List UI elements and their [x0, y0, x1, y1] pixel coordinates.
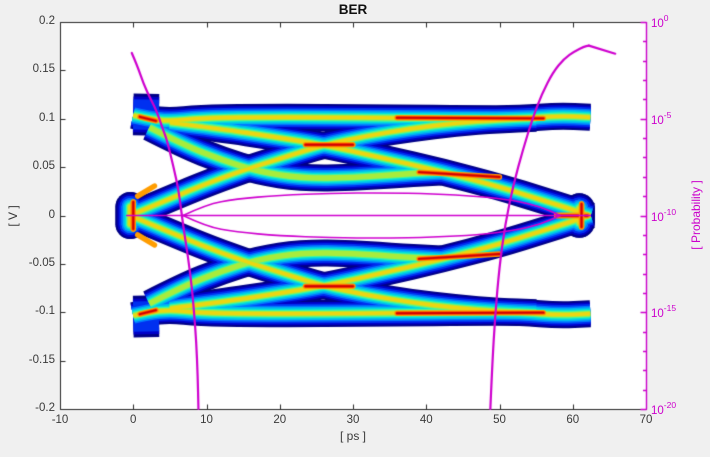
x-tick-label: -10 [51, 414, 69, 426]
x-tick-label: 20 [273, 414, 287, 426]
y-tick-label: 0.05 [32, 160, 55, 173]
probability-tick-label: 10-15 [651, 303, 677, 321]
x-tick-label: 30 [346, 414, 360, 426]
y-tick-label: -0.15 [28, 353, 55, 366]
x-tick-label: 10 [200, 414, 213, 426]
right-axis-label: [ Probability ] [689, 180, 703, 250]
probability-tick-label: 10-20 [651, 400, 677, 417]
x-tick-label: 0 [130, 414, 137, 426]
probability-tick-label: 10-10 [651, 206, 677, 224]
y-tick-label: 0.15 [32, 63, 55, 76]
y-tick-label: 0 [48, 208, 55, 221]
y-tick-label: 0.1 [39, 111, 55, 124]
probability-tick-label: 10-5 [651, 109, 672, 127]
x-axis-label: [ ps ] [339, 429, 367, 443]
x-tick-label: 40 [419, 414, 433, 426]
probability-tick-label: 100 [651, 13, 669, 30]
y-tick-label: 0.2 [39, 15, 55, 27]
x-tick-label: 60 [566, 414, 580, 426]
x-tick-label: 50 [493, 414, 506, 426]
y-tick-label: -0.1 [35, 305, 55, 318]
y-tick-label: -0.05 [28, 256, 55, 269]
y-tick-label: -0.2 [35, 402, 55, 414]
x-tick-label: 70 [639, 414, 653, 426]
plot-title: BER [338, 2, 368, 17]
